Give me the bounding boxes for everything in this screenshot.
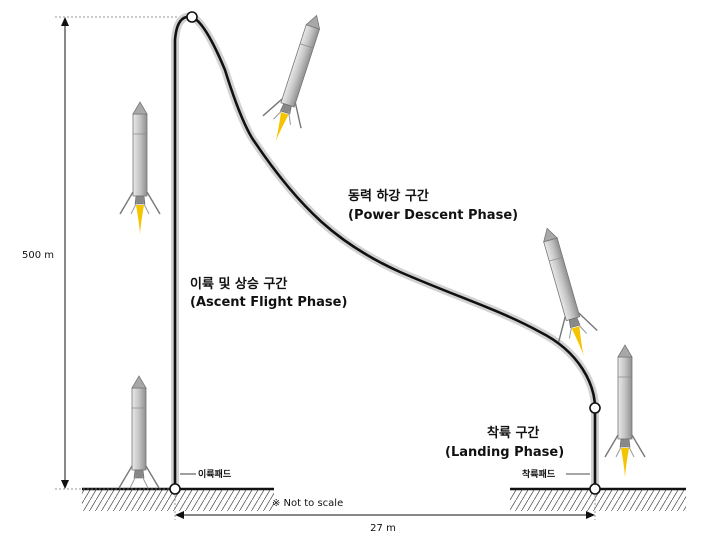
rocket-ascending (119, 101, 161, 236)
landing-pad-point (589, 483, 601, 495)
ascent-phase-korean: 이륙 및 상승 구간 (190, 276, 287, 292)
height-dimension (55, 16, 190, 490)
apogee-point (186, 11, 198, 23)
launch-pad-label: 이륙패드 (198, 468, 232, 480)
descent-phase-english: (Power Descent Phase) (348, 208, 518, 223)
launch-pad-point (169, 483, 181, 495)
flight-trajectory (171, 12, 599, 489)
distance-dimension (174, 495, 596, 520)
rocket-at-apogee (262, 8, 337, 145)
scale-note: ※ Not to scale (272, 498, 343, 509)
landing-phase-korean: 착륙 구간 (487, 425, 539, 441)
landing-pad-label: 착륙패드 (522, 468, 556, 480)
ascent-phase-english: (Ascent Flight Phase) (190, 295, 347, 310)
rocket-on-launch-pad (118, 375, 160, 489)
landing-phase-english: (Landing Phase) (445, 445, 564, 460)
distance-label: 27 m (370, 523, 396, 534)
landing-start-point (589, 402, 601, 414)
rocket-landing (604, 344, 646, 479)
descent-phase-korean: 동력 하강 구간 (348, 188, 429, 204)
rocket-descending (527, 222, 598, 359)
height-label: 500 m (22, 250, 54, 261)
